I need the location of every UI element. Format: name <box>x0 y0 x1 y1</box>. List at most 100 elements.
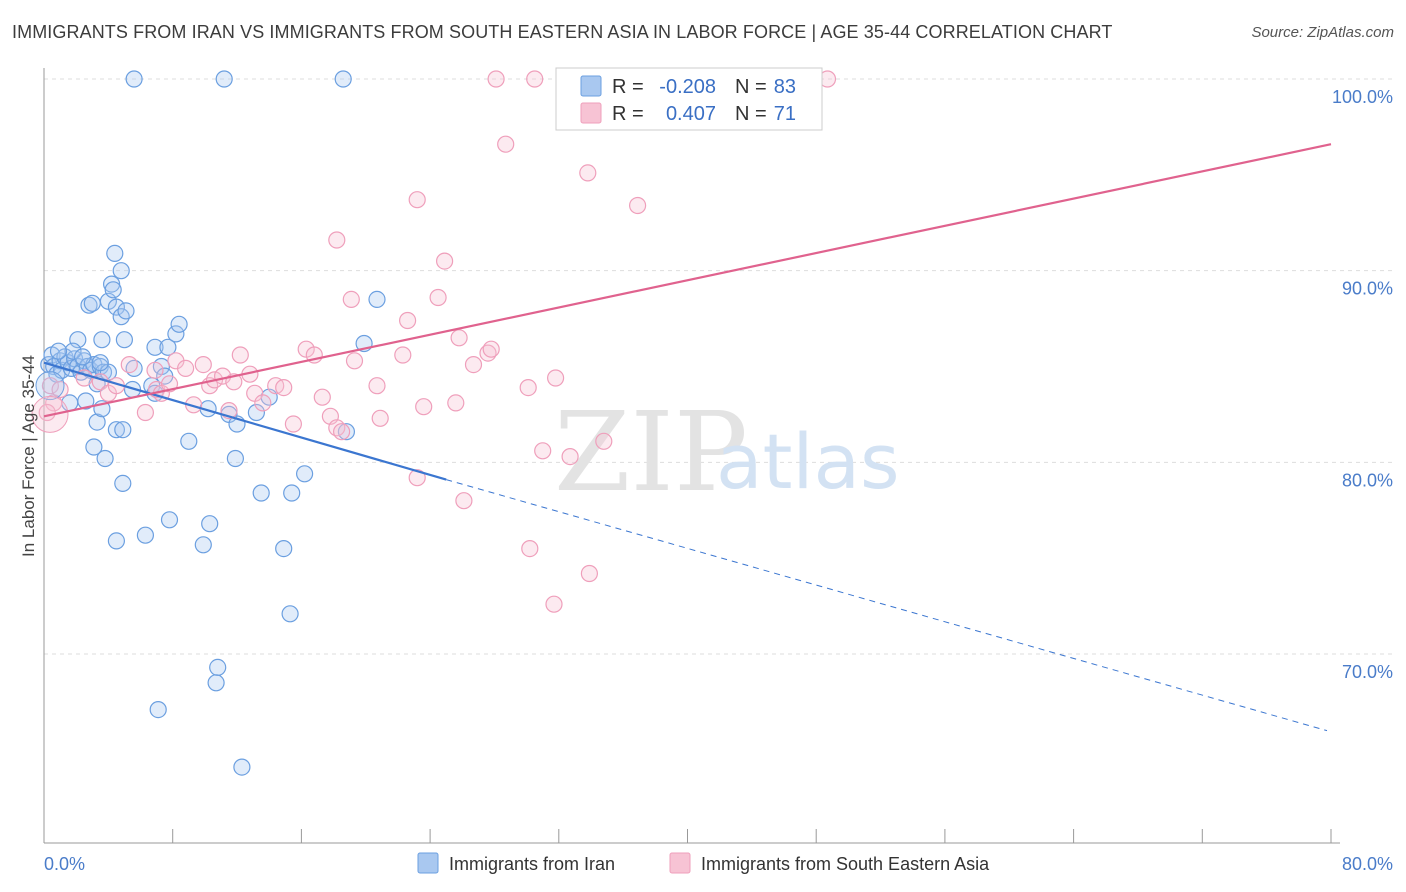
series-legend-label-iran: Immigrants from Iran <box>449 854 615 874</box>
iran-point-36 <box>107 421 126 439</box>
iran-point-32 <box>88 413 106 431</box>
sea-point-46 <box>482 340 500 358</box>
iran-point-62 <box>252 484 270 502</box>
iran-point-72 <box>149 700 167 719</box>
sea-point-70 <box>38 403 56 422</box>
sea-point-37 <box>394 346 412 364</box>
iran-point-38 <box>115 331 134 349</box>
legend-swatch-iran <box>580 75 602 97</box>
sea-point-47 <box>519 379 537 397</box>
sea-point-48 <box>534 442 552 460</box>
sea-point-33 <box>333 423 351 441</box>
x-tick-labels: 0.0% 80.0% <box>44 854 1393 874</box>
iran-point-53 <box>226 449 244 468</box>
series-legend-label-sea: Immigrants from South Eastern Asia <box>701 854 990 874</box>
iran-point-71 <box>207 674 225 692</box>
iran-point-63 <box>283 484 301 502</box>
watermark-atlas: atlas <box>716 417 900 506</box>
iran-point-30 <box>106 244 124 262</box>
legend-swatch-sea <box>580 102 602 124</box>
iran-point-49 <box>180 432 198 450</box>
iran-point-48 <box>170 315 188 333</box>
iran-point-78 <box>49 342 68 360</box>
iran-point-34 <box>96 449 114 468</box>
sea-point-51 <box>595 432 613 450</box>
y-tick-label-1: 90.0% <box>1342 279 1393 299</box>
iran-cluster-point <box>35 371 65 401</box>
sea-point-69 <box>146 361 164 379</box>
sea-point-55 <box>497 135 515 153</box>
y-axis-title: In Labor Force | Age 35-44 <box>19 355 38 557</box>
sea-point-24 <box>254 394 272 412</box>
iran-point-82 <box>91 354 109 372</box>
sea-point-44 <box>464 356 483 374</box>
iran-point-64 <box>296 465 314 483</box>
x-tick-label-1: 80.0% <box>1342 854 1393 874</box>
sea-point-49 <box>546 369 565 387</box>
sea-point-35 <box>368 377 386 395</box>
series-legend-swatch-sea <box>669 852 691 874</box>
watermark: ZIP atlas <box>554 388 900 516</box>
legend-n-value-sea: 71 <box>774 103 796 125</box>
iran-point-27 <box>107 298 126 316</box>
iran-point-37 <box>114 421 132 439</box>
sea-point-0 <box>41 377 60 395</box>
iran-point-61 <box>114 474 132 492</box>
sea-point-50 <box>561 448 579 466</box>
sea-point-52 <box>342 290 360 308</box>
legend-r-value-sea: 0.407 <box>666 103 716 125</box>
iran-point-35 <box>85 438 103 456</box>
sea-point-8 <box>136 403 154 422</box>
sea-point-34 <box>345 352 364 370</box>
sea-point-60 <box>580 564 599 583</box>
sea-point-41 <box>436 252 454 270</box>
iran-point-79 <box>73 348 92 366</box>
iran-point-65 <box>275 539 293 558</box>
iran-point-66 <box>337 423 355 441</box>
correlation-legend: R = -0.208 N = 83 R = 0.407 N = 71 <box>555 67 823 131</box>
iran-point-60 <box>107 532 126 550</box>
iran-point-59 <box>136 526 154 544</box>
sea-point-62 <box>408 469 426 487</box>
iran-point-58 <box>160 511 179 529</box>
iran-point-75 <box>215 70 233 88</box>
sea-point-7 <box>120 356 138 374</box>
series-legend: Immigrants from Iran Immigrants from Sou… <box>417 852 990 874</box>
trend-layer <box>43 143 1332 732</box>
iran-point-69 <box>281 605 299 623</box>
sea-point-36 <box>371 409 389 427</box>
legend-n-label-iran: N = <box>735 76 767 98</box>
sea-point-39 <box>415 398 433 416</box>
iran-point-17 <box>77 392 95 410</box>
sea-point-38 <box>399 311 417 330</box>
sea-point-54 <box>408 191 426 209</box>
sea-point-13 <box>177 359 195 377</box>
legend-n-value-iran: 83 <box>774 76 796 98</box>
iran-point-26 <box>104 281 122 299</box>
legend-r-label-sea: R = <box>612 103 644 125</box>
sea-point-21 <box>231 346 249 364</box>
iran-trend-extension <box>446 479 1328 732</box>
sea-point-57 <box>628 196 647 215</box>
iran-point-68 <box>368 290 386 308</box>
source-label: Source: ZipAtlas.com <box>1251 24 1394 41</box>
iran-trend-line <box>43 361 447 481</box>
y-tick-labels: 100.0% 90.0% 80.0% 70.0% <box>1332 87 1393 682</box>
iran-point-56 <box>201 515 219 533</box>
iran-point-47 <box>167 325 185 343</box>
sea-point-58 <box>521 539 539 558</box>
iran-point-73 <box>233 758 251 776</box>
iran-point-77 <box>64 342 82 360</box>
sea-point-26 <box>275 379 293 397</box>
iran-point-29 <box>117 302 135 320</box>
x-tick-label-0: 0.0% <box>44 854 85 874</box>
sea-point-53 <box>328 231 346 249</box>
chart-title: IMMIGRANTS FROM IRAN VS IMMIGRANTS FROM … <box>12 22 1113 42</box>
sea-point-11 <box>160 375 179 393</box>
legend-n-label-sea: N = <box>735 103 767 125</box>
sea-point-43 <box>450 329 468 347</box>
sea-point-56 <box>579 164 597 182</box>
iran-point-57 <box>194 536 212 554</box>
legend-r-label-iran: R = <box>612 76 644 98</box>
